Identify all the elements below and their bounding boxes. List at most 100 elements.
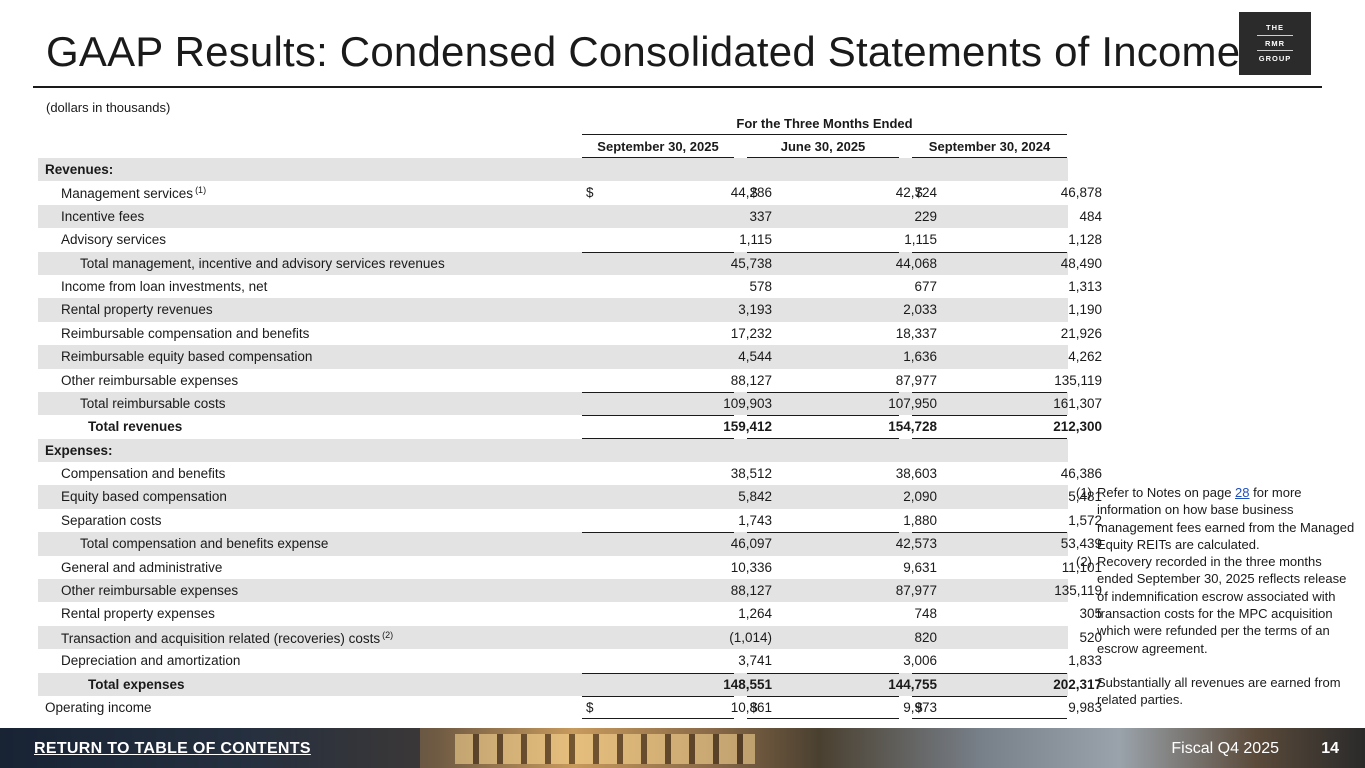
row-label: Other reimbursable expenses xyxy=(61,372,239,388)
row-label: Operating income xyxy=(45,699,152,715)
value-sep-2024: 520 xyxy=(1079,629,1102,645)
currency-symbol: $ xyxy=(915,185,923,201)
value-sep-2025: 5,842 xyxy=(738,489,772,505)
section-header-row: Expenses: xyxy=(38,438,1068,463)
value-sep-2025: 88,127 xyxy=(730,583,772,599)
subtotal-rule xyxy=(582,532,734,534)
value-sep-2024: 1,313 xyxy=(1068,278,1102,294)
page-reference-link[interactable]: 28 xyxy=(1235,485,1250,500)
value-sep-2024: 11,101 xyxy=(1061,559,1102,575)
value-sep-2024: 1,833 xyxy=(1068,653,1102,669)
currency-symbol: $ xyxy=(586,185,594,201)
footnote-text: Recovery recorded in the three months en… xyxy=(1097,554,1347,656)
table-row: Advisory services 1,115 1,115 1,128 xyxy=(38,228,1102,251)
table-row: Total compensation and benefits expense 4… xyxy=(38,532,1102,556)
currency-symbol: $ xyxy=(586,699,594,715)
return-to-toc-link[interactable]: RETURN TO TABLE OF CONTENTS xyxy=(34,740,311,757)
footer-bar: RETURN TO TABLE OF CONTENTS Fiscal Q4 20… xyxy=(0,728,1365,768)
value-sep-2025: 45,738 xyxy=(730,255,772,271)
value-sep-2024: 5,481 xyxy=(1068,489,1102,505)
footnote-number: (2) xyxy=(1076,554,1092,570)
table-row: Total revenues 159,412 154,728 212,300 xyxy=(38,415,1102,439)
table-row: Equity based compensation 5,842 2,090 5,481 xyxy=(38,485,1102,509)
row-label: Other reimbursable expenses xyxy=(61,583,239,599)
value-jun-2025: 2,090 xyxy=(903,489,937,505)
value-sep-2025: (1,014) xyxy=(729,629,772,645)
subtotal-rule xyxy=(582,695,734,697)
table-row: Compensation and benefits 38,512 38,603 46,… xyxy=(38,462,1102,485)
subtotal-rule xyxy=(912,532,1067,534)
value-sep-2025: 3,741 xyxy=(738,653,772,669)
related-parties-note: Substantially all revenues are earned fr… xyxy=(1097,674,1341,708)
footnote-1: (1) Refer to Notes on page 28 for more i… xyxy=(1076,484,1358,553)
logo-line-the: THE xyxy=(1266,23,1284,32)
value-sep-2025: 4,544 xyxy=(738,349,772,365)
total-rule xyxy=(582,718,734,720)
subtotal-rule xyxy=(582,415,734,417)
value-jun-2025: 42,724 xyxy=(895,185,937,201)
period-header-rule xyxy=(582,134,1067,135)
row-label: Advisory services xyxy=(61,232,167,248)
subtotal-rule xyxy=(747,672,899,674)
footnote-2: (2) Recovery recorded in the three month… xyxy=(1076,553,1358,657)
value-jun-2025: 1,880 xyxy=(903,512,937,528)
footer-shade xyxy=(0,728,420,768)
logo-rule xyxy=(1257,35,1293,36)
row-label: Equity based compensation xyxy=(61,489,227,505)
value-sep-2025: 3,193 xyxy=(738,302,772,318)
table-row: Operating income $10,861 $9,973 $9,983 xyxy=(38,695,1102,720)
section-header-row: Revenues: xyxy=(38,158,1068,182)
value-sep-2024: 135,119 xyxy=(1054,583,1102,599)
value-sep-2024: 46,386 xyxy=(1060,466,1102,482)
subtotal-rule xyxy=(912,415,1067,417)
value-sep-2025: 10,336 xyxy=(730,559,772,575)
row-label: Total expenses xyxy=(88,676,185,692)
column-header-jun-2025: June 30, 2025 xyxy=(780,139,866,154)
currency-symbol: $ xyxy=(750,185,758,201)
value-jun-2025: 18,337 xyxy=(895,325,937,341)
subtotal-rule xyxy=(747,415,899,417)
value-sep-2024: 46,878 xyxy=(1060,185,1102,201)
row-label: Total compensation and benefits expense xyxy=(80,536,329,552)
row-label: Total revenues xyxy=(88,419,183,435)
table-row: Reimbursable compensation and benefits 17… xyxy=(38,322,1102,345)
subtotal-rule xyxy=(912,391,1067,393)
column-header-rule xyxy=(912,157,1067,158)
subtotal-rule xyxy=(912,672,1067,674)
value-sep-2025: 44,286 xyxy=(730,185,772,201)
value-sep-2025: 1,264 xyxy=(738,606,772,622)
currency-symbol: $ xyxy=(915,699,923,715)
row-label: Depreciation and amortization xyxy=(61,653,241,669)
table-row: Other reimbursable expenses 88,127 87,977 1… xyxy=(38,579,1102,603)
row-label: Revenues: xyxy=(45,162,114,177)
value-sep-2024: 1,190 xyxy=(1068,302,1102,318)
value-jun-2025: 154,728 xyxy=(888,419,937,435)
value-sep-2024: 4,262 xyxy=(1068,349,1102,365)
row-label: Expenses: xyxy=(45,442,113,458)
value-sep-2025: 148,551 xyxy=(723,676,772,692)
row-label: Total management, incentive and advisory… xyxy=(80,255,445,271)
total-rule xyxy=(747,718,899,720)
total-rule xyxy=(912,437,1067,439)
subtotal-rule xyxy=(912,695,1067,697)
value-sep-2024: 161,307 xyxy=(1053,395,1102,411)
subtotal-rule xyxy=(912,251,1067,253)
logo-rule xyxy=(1257,50,1293,51)
value-sep-2024: 212,300 xyxy=(1053,419,1102,435)
table-row: Reimbursable equity based compensation 4,… xyxy=(38,345,1102,369)
footnote-number: (1) xyxy=(1076,485,1092,500)
row-label: Total reimbursable costs xyxy=(80,395,226,411)
row-label: Rental property expenses xyxy=(61,606,215,622)
value-sep-2025: 38,512 xyxy=(730,466,772,482)
value-sep-2025: 109,903 xyxy=(723,395,772,411)
building-photo xyxy=(455,734,755,764)
table-row: Transaction and acquisition related (rec… xyxy=(38,625,1102,650)
value-sep-2024: 305 xyxy=(1079,606,1102,622)
logo-line-group: GROUP xyxy=(1258,54,1292,63)
value-jun-2025: 44,068 xyxy=(895,255,937,271)
value-sep-2024: 21,926 xyxy=(1060,325,1102,341)
logo-line-rmr: RMR xyxy=(1264,39,1286,48)
subtotal-rule xyxy=(582,672,734,674)
value-sep-2024: 1,128 xyxy=(1068,232,1102,248)
row-label: Separation costs xyxy=(61,512,162,528)
